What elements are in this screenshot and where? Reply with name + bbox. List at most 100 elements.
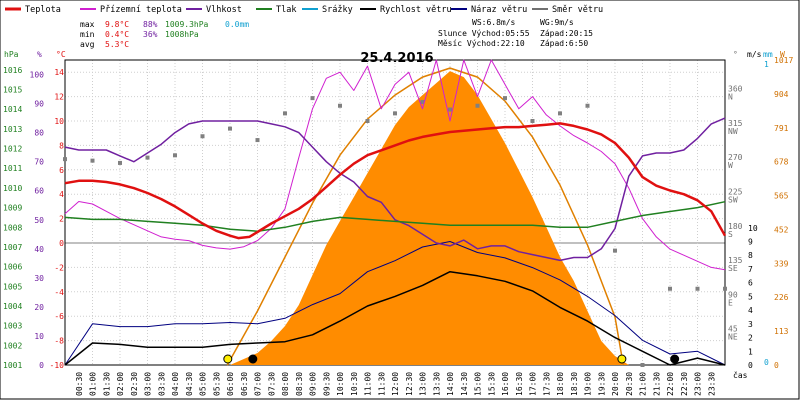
celsius-unit-label: °C <box>56 50 66 59</box>
direction-degree-label: 135 <box>728 256 743 265</box>
wind-direction-point <box>173 153 177 158</box>
time-tick-label: 01:30 <box>102 372 111 396</box>
sunset-marker <box>617 354 627 364</box>
time-tick-label: 13:00 <box>419 372 428 396</box>
radiation-w-tick-label: 904 <box>774 90 789 99</box>
hpa-tick-label: 1009 <box>3 204 22 213</box>
hpa-tick-label: 1006 <box>3 263 22 272</box>
axis-units: hPa % °C ° m/s mm W čas <box>4 50 785 380</box>
wind-ms-tick-label: 9 <box>748 237 753 246</box>
rain-mm-tick-label: 0 <box>764 358 769 367</box>
wind-direction-point <box>585 103 590 108</box>
mm-unit-label: mm <box>763 50 773 59</box>
time-tick-label: 10:30 <box>350 372 359 396</box>
time-tick-label: 19:00 <box>584 372 593 396</box>
celsius-tick-label: -6 <box>54 312 64 321</box>
legend-label: Vlhkost <box>206 5 242 15</box>
time-tick-label: 16:30 <box>515 372 524 396</box>
wind-ms-tick-label: 2 <box>748 334 753 343</box>
legend: Teplota Přízemní teplota Vlhkost Tlak Sr… <box>5 5 603 15</box>
wind-direction-point <box>448 107 452 112</box>
wind-direction-point <box>420 99 425 104</box>
solar-radiation-layer <box>65 67 725 366</box>
direction-degree-label: 360 <box>728 85 743 94</box>
time-tick-label: 05:00 <box>199 372 208 396</box>
degree-unit-label: ° <box>733 50 738 59</box>
time-tick-label: 10:00 <box>336 372 345 396</box>
direction-compass-label: W <box>728 161 733 170</box>
stats-hum-min: 36% <box>143 30 158 39</box>
hpa-tick-label: 1013 <box>3 125 22 134</box>
stats-temp-avg: 5.3°C <box>105 40 129 49</box>
direction-compass-label: N <box>728 93 733 102</box>
pressure-line <box>64 200 726 232</box>
watt-unit-label: W <box>780 50 785 59</box>
wind-ms-tick-label: 5 <box>748 292 753 301</box>
rain-mm-tick-label: 1 <box>764 60 769 69</box>
wind-ms-tick-label: 3 <box>748 320 753 329</box>
direction-degree-label: 225 <box>728 187 743 196</box>
chart-title: 25.4.2016 <box>360 51 433 66</box>
sunrise-marker <box>223 354 233 364</box>
time-tick-label: 23:00 <box>694 372 703 396</box>
direction-degree-label: 45 <box>728 325 738 334</box>
hpa-tick-label: 1010 <box>3 184 22 193</box>
humidity-tick-label: 70 <box>34 158 44 167</box>
hpa-tick-label: 1015 <box>3 86 22 95</box>
direction-degree-label: 90 <box>728 290 738 299</box>
time-tick-label: 03:30 <box>157 372 166 396</box>
legend-label: Srážky <box>322 5 353 15</box>
hpa-tick-label: 1007 <box>3 243 22 252</box>
wind-direction-point <box>200 134 205 139</box>
hpa-tick-label: 1016 <box>3 66 22 75</box>
time-tick-label: 09:00 <box>309 372 318 396</box>
time-tick-label: 08:30 <box>295 372 304 396</box>
legend-item-smer: Směr větru <box>532 5 603 15</box>
moonrise-marker <box>670 354 680 364</box>
legend-item-teplota: Teplota <box>5 5 61 15</box>
wind-ms-tick-label: 1 <box>748 347 753 356</box>
legend-item-tlak: Tlak <box>256 5 296 15</box>
wind-gust-stat: WG:9m/s <box>540 18 574 27</box>
celsius-tick-label: 8 <box>59 141 64 150</box>
wind-speed-line <box>64 270 726 366</box>
direction-compass-label: SW <box>728 195 738 204</box>
hpa-unit-label: hPa <box>4 50 19 59</box>
wind-ms-tick-label: 7 <box>748 265 753 274</box>
wind-direction-point <box>475 103 480 108</box>
time-tick-label: 20:30 <box>625 372 634 396</box>
stats-hum-max: 88% <box>143 20 158 29</box>
radiation-w-tick-label: 339 <box>774 259 789 268</box>
wind-direction-point <box>310 96 315 101</box>
stats-label-min: min <box>80 30 95 39</box>
wind-direction-point <box>255 138 260 143</box>
time-tick-label: 14:00 <box>446 372 455 396</box>
celsius-tick-label: -4 <box>54 288 64 297</box>
percent-unit-label: % <box>37 50 42 59</box>
legend-label: Teplota <box>25 5 61 15</box>
direction-degree-label: 180 <box>728 222 743 231</box>
wind-direction-point <box>613 248 617 253</box>
time-tick-label: 12:00 <box>391 372 400 396</box>
direction-compass-label: S <box>728 230 733 239</box>
direction-compass-label: NE <box>728 333 738 342</box>
legend-item-naraz: Náraz větru <box>451 5 527 15</box>
radiation-w-tick-label: 113 <box>774 327 789 336</box>
time-tick-label: 00:30 <box>75 372 84 396</box>
celsius-tick-label: 12 <box>54 93 64 102</box>
wind-ms-tick-label: 8 <box>748 251 753 260</box>
time-tick-label: 03:00 <box>144 372 153 396</box>
wind-ms-tick-label: 10 <box>748 224 758 233</box>
stats-rain: 0.0mm <box>225 20 249 29</box>
humidity-tick-label: 40 <box>34 245 44 254</box>
direction-degree-label: 315 <box>728 119 743 128</box>
wind-direction-point <box>228 126 232 131</box>
time-tick-label: 04:00 <box>171 372 180 396</box>
tick-labels-layer: 1001100210031004100510061007100810091010… <box>3 56 793 396</box>
direction-degree-label: 270 <box>728 153 743 162</box>
hpa-tick-label: 1004 <box>3 302 22 311</box>
celsius-tick-label: 0 <box>59 239 64 248</box>
time-tick-label: 19:30 <box>597 372 606 396</box>
hpa-tick-label: 1012 <box>3 145 22 154</box>
wind-direction-point <box>640 363 645 367</box>
